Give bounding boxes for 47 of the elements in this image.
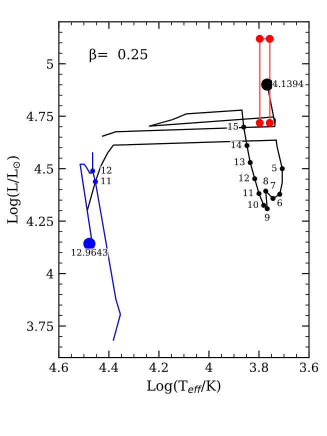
- annotation: β= 0.25: [90, 48, 148, 62]
- annotation: 10: [248, 201, 258, 208]
- point: [252, 176, 258, 182]
- x-axis-title: Log(T$_{eff}$/K): [147, 380, 220, 394]
- y-axis-title: Log(L/L$_{⊙}$): [6, 156, 20, 224]
- x-tick-label: 4.2: [149, 362, 168, 372]
- point: [241, 124, 246, 130]
- annotation: 12.9643: [72, 248, 108, 256]
- y-tick-label: 4.5: [34, 164, 54, 174]
- point: [280, 166, 285, 172]
- annotation: 12: [239, 174, 249, 182]
- point: [256, 191, 262, 196]
- point: [261, 202, 266, 208]
- x-tick-label: 4.6: [49, 362, 68, 372]
- annotation: 8: [263, 178, 268, 184]
- point: [266, 118, 274, 127]
- point: [266, 34, 274, 43]
- annotation: 15: [228, 122, 238, 130]
- point: [256, 34, 264, 43]
- x-tick-label: 3.8: [250, 362, 268, 372]
- point: [244, 143, 250, 148]
- point: [277, 192, 282, 197]
- y-tick-label: 5: [47, 59, 54, 69]
- annotation: 5: [272, 164, 277, 172]
- annotation: 7: [270, 182, 276, 189]
- point: [270, 196, 276, 202]
- y-tick-label: 4: [46, 269, 54, 278]
- point: [92, 179, 98, 184]
- point: [90, 168, 96, 174]
- annotation: 11: [244, 189, 253, 196]
- annotation: 11: [101, 177, 111, 184]
- y-tick-label: 4.75: [26, 112, 54, 122]
- y-tick-label: 3.75: [27, 322, 54, 331]
- x-tick-label: 3.6: [300, 362, 318, 372]
- point: [248, 160, 253, 166]
- annotation: 9: [264, 214, 270, 221]
- annotation: 12: [102, 166, 112, 174]
- y-tick-label: 4.25: [26, 216, 54, 226]
- annotation: 6: [277, 199, 282, 206]
- point: [256, 118, 264, 127]
- x-tick-label: 4: [205, 362, 212, 372]
- annotation: 4.1394: [272, 80, 304, 88]
- point: [263, 188, 268, 194]
- annotation: 14: [232, 141, 242, 148]
- point: [264, 206, 270, 212]
- x-tick-label: 4.4: [99, 362, 118, 372]
- annotation: 13: [234, 158, 245, 166]
